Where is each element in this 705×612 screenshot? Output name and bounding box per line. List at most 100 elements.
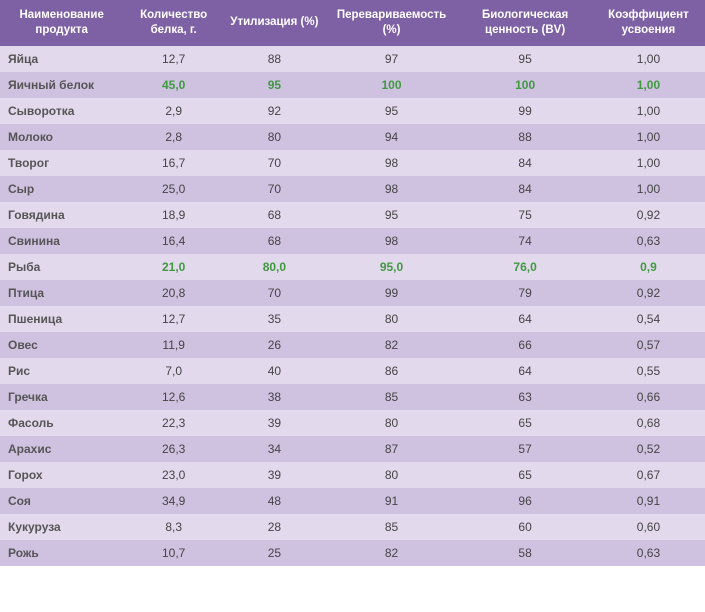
- table-row: Сыр25,07098841,00: [0, 176, 705, 202]
- value-cell: 80: [325, 410, 459, 436]
- protein-table: Наименование продукта Количество белка, …: [0, 0, 705, 566]
- table-row: Овес11,92682660,57: [0, 332, 705, 358]
- value-cell: 0,92: [592, 202, 705, 228]
- value-cell: 1,00: [592, 176, 705, 202]
- value-cell: 28: [224, 514, 325, 540]
- value-cell: 0,63: [592, 540, 705, 566]
- value-cell: 95: [224, 72, 325, 98]
- value-cell: 22,3: [123, 410, 224, 436]
- value-cell: 26,3: [123, 436, 224, 462]
- value-cell: 45,0: [123, 72, 224, 98]
- value-cell: 57: [458, 436, 592, 462]
- value-cell: 80: [325, 462, 459, 488]
- value-cell: 88: [224, 46, 325, 72]
- value-cell: 80: [325, 306, 459, 332]
- value-cell: 94: [325, 124, 459, 150]
- value-cell: 0,55: [592, 358, 705, 384]
- value-cell: 8,3: [123, 514, 224, 540]
- col-header: Коэффициент усвоения: [592, 0, 705, 46]
- col-header: Биологическая ценность (BV): [458, 0, 592, 46]
- value-cell: 70: [224, 150, 325, 176]
- value-cell: 82: [325, 332, 459, 358]
- table-row: Говядина18,96895750,92: [0, 202, 705, 228]
- value-cell: 48: [224, 488, 325, 514]
- value-cell: 82: [325, 540, 459, 566]
- product-name-cell: Овес: [0, 332, 123, 358]
- value-cell: 0,52: [592, 436, 705, 462]
- value-cell: 39: [224, 462, 325, 488]
- product-name-cell: Птица: [0, 280, 123, 306]
- value-cell: 0,91: [592, 488, 705, 514]
- value-cell: 95,0: [325, 254, 459, 280]
- value-cell: 86: [325, 358, 459, 384]
- value-cell: 0,54: [592, 306, 705, 332]
- col-header: Утилизация (%): [224, 0, 325, 46]
- value-cell: 96: [458, 488, 592, 514]
- value-cell: 84: [458, 150, 592, 176]
- table-row: Яичный белок45,0951001001,00: [0, 72, 705, 98]
- value-cell: 79: [458, 280, 592, 306]
- product-name-cell: Свинина: [0, 228, 123, 254]
- product-name-cell: Яичный белок: [0, 72, 123, 98]
- value-cell: 99: [458, 98, 592, 124]
- value-cell: 95: [325, 98, 459, 124]
- product-name-cell: Творог: [0, 150, 123, 176]
- value-cell: 1,00: [592, 46, 705, 72]
- value-cell: 1,00: [592, 72, 705, 98]
- product-name-cell: Горох: [0, 462, 123, 488]
- value-cell: 63: [458, 384, 592, 410]
- value-cell: 98: [325, 150, 459, 176]
- value-cell: 70: [224, 176, 325, 202]
- value-cell: 85: [325, 514, 459, 540]
- table-row: Свинина16,46898740,63: [0, 228, 705, 254]
- value-cell: 92: [224, 98, 325, 124]
- value-cell: 68: [224, 202, 325, 228]
- product-name-cell: Рожь: [0, 540, 123, 566]
- value-cell: 7,0: [123, 358, 224, 384]
- value-cell: 66: [458, 332, 592, 358]
- value-cell: 20,8: [123, 280, 224, 306]
- value-cell: 58: [458, 540, 592, 566]
- table-row: Сыворотка2,99295991,00: [0, 98, 705, 124]
- table-row: Творог16,77098841,00: [0, 150, 705, 176]
- value-cell: 65: [458, 410, 592, 436]
- value-cell: 21,0: [123, 254, 224, 280]
- value-cell: 12,7: [123, 46, 224, 72]
- product-name-cell: Рис: [0, 358, 123, 384]
- value-cell: 18,9: [123, 202, 224, 228]
- table-row: Яйца12,78897951,00: [0, 46, 705, 72]
- table-header-row: Наименование продукта Количество белка, …: [0, 0, 705, 46]
- value-cell: 16,4: [123, 228, 224, 254]
- value-cell: 98: [325, 228, 459, 254]
- value-cell: 100: [458, 72, 592, 98]
- col-header: Количество белка, г.: [123, 0, 224, 46]
- value-cell: 25: [224, 540, 325, 566]
- value-cell: 1,00: [592, 150, 705, 176]
- value-cell: 80: [224, 124, 325, 150]
- value-cell: 2,9: [123, 98, 224, 124]
- product-name-cell: Арахис: [0, 436, 123, 462]
- product-name-cell: Яйца: [0, 46, 123, 72]
- value-cell: 0,68: [592, 410, 705, 436]
- product-name-cell: Говядина: [0, 202, 123, 228]
- value-cell: 0,66: [592, 384, 705, 410]
- table-row: Горох23,03980650,67: [0, 462, 705, 488]
- value-cell: 11,9: [123, 332, 224, 358]
- value-cell: 84: [458, 176, 592, 202]
- value-cell: 100: [325, 72, 459, 98]
- table-body: Яйца12,78897951,00Яичный белок45,0951001…: [0, 46, 705, 566]
- table-row: Гречка12,63885630,66: [0, 384, 705, 410]
- value-cell: 16,7: [123, 150, 224, 176]
- value-cell: 99: [325, 280, 459, 306]
- table-row: Фасоль22,33980650,68: [0, 410, 705, 436]
- col-header: Перевариваемость (%): [325, 0, 459, 46]
- value-cell: 1,00: [592, 124, 705, 150]
- value-cell: 26: [224, 332, 325, 358]
- table-row: Пшеница12,73580640,54: [0, 306, 705, 332]
- value-cell: 64: [458, 306, 592, 332]
- value-cell: 35: [224, 306, 325, 332]
- value-cell: 34,9: [123, 488, 224, 514]
- value-cell: 80,0: [224, 254, 325, 280]
- value-cell: 95: [458, 46, 592, 72]
- product-name-cell: Сыворотка: [0, 98, 123, 124]
